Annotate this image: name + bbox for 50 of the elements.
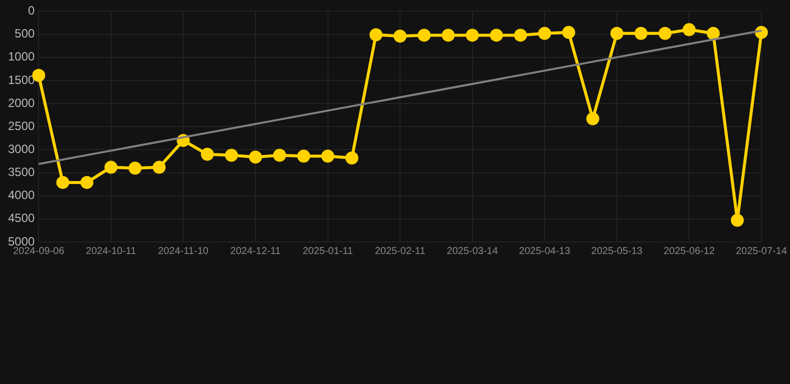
point [538,26,552,40]
y-tick-label: 4500 [8,211,36,226]
x-tick-label: 2025-07-14 [736,246,788,257]
y-tick-label: 1500 [8,72,36,87]
point [128,162,142,175]
point [80,176,94,189]
y-tick-label: 2000 [8,96,36,110]
point [369,28,382,42]
point [321,150,334,163]
x-tick-label: 2025-06-12 [664,246,716,257]
point [514,28,528,42]
x-tick-label: 2025-04-13 [519,246,571,257]
point [200,148,214,161]
point [152,160,166,174]
point [682,23,696,36]
point [104,160,118,174]
point [562,26,576,39]
point [394,30,407,43]
point [345,151,358,164]
point [634,26,648,40]
point [273,148,286,162]
point [706,26,720,40]
x-tick-label: 2025-05-13 [591,246,643,257]
x-tick-label: 2025-02-11 [374,246,426,257]
point [658,26,672,40]
point [224,148,238,162]
y-tick-label: 3000 [8,142,36,156]
y-tick-label: 4000 [8,188,36,202]
x-tick-label: 2024-09-06 [13,246,65,257]
point [418,28,431,42]
x-tick-label: 2025-01-11 [302,246,354,257]
point [466,28,479,42]
x-tick-label: 2024-12-11 [230,246,282,257]
point [297,150,310,163]
point [56,176,70,189]
point [490,28,503,42]
y-tick-label: 3500 [8,165,36,180]
x-tick-label: 2024-10-11 [86,246,137,257]
y-tick-label: 0 [28,4,36,18]
x-tick-label: 2024-11-10 [158,246,209,257]
x-tick-label: 2025-03-14 [446,246,498,257]
point [442,28,455,42]
y-tick-label: 500 [14,26,36,41]
y-tick-label: 2500 [8,118,36,133]
point [610,26,624,40]
point [730,214,744,227]
point [249,150,262,164]
point [586,112,600,126]
y-tick-label: 5000 [8,234,36,248]
y-tick-label: 1000 [8,50,36,64]
